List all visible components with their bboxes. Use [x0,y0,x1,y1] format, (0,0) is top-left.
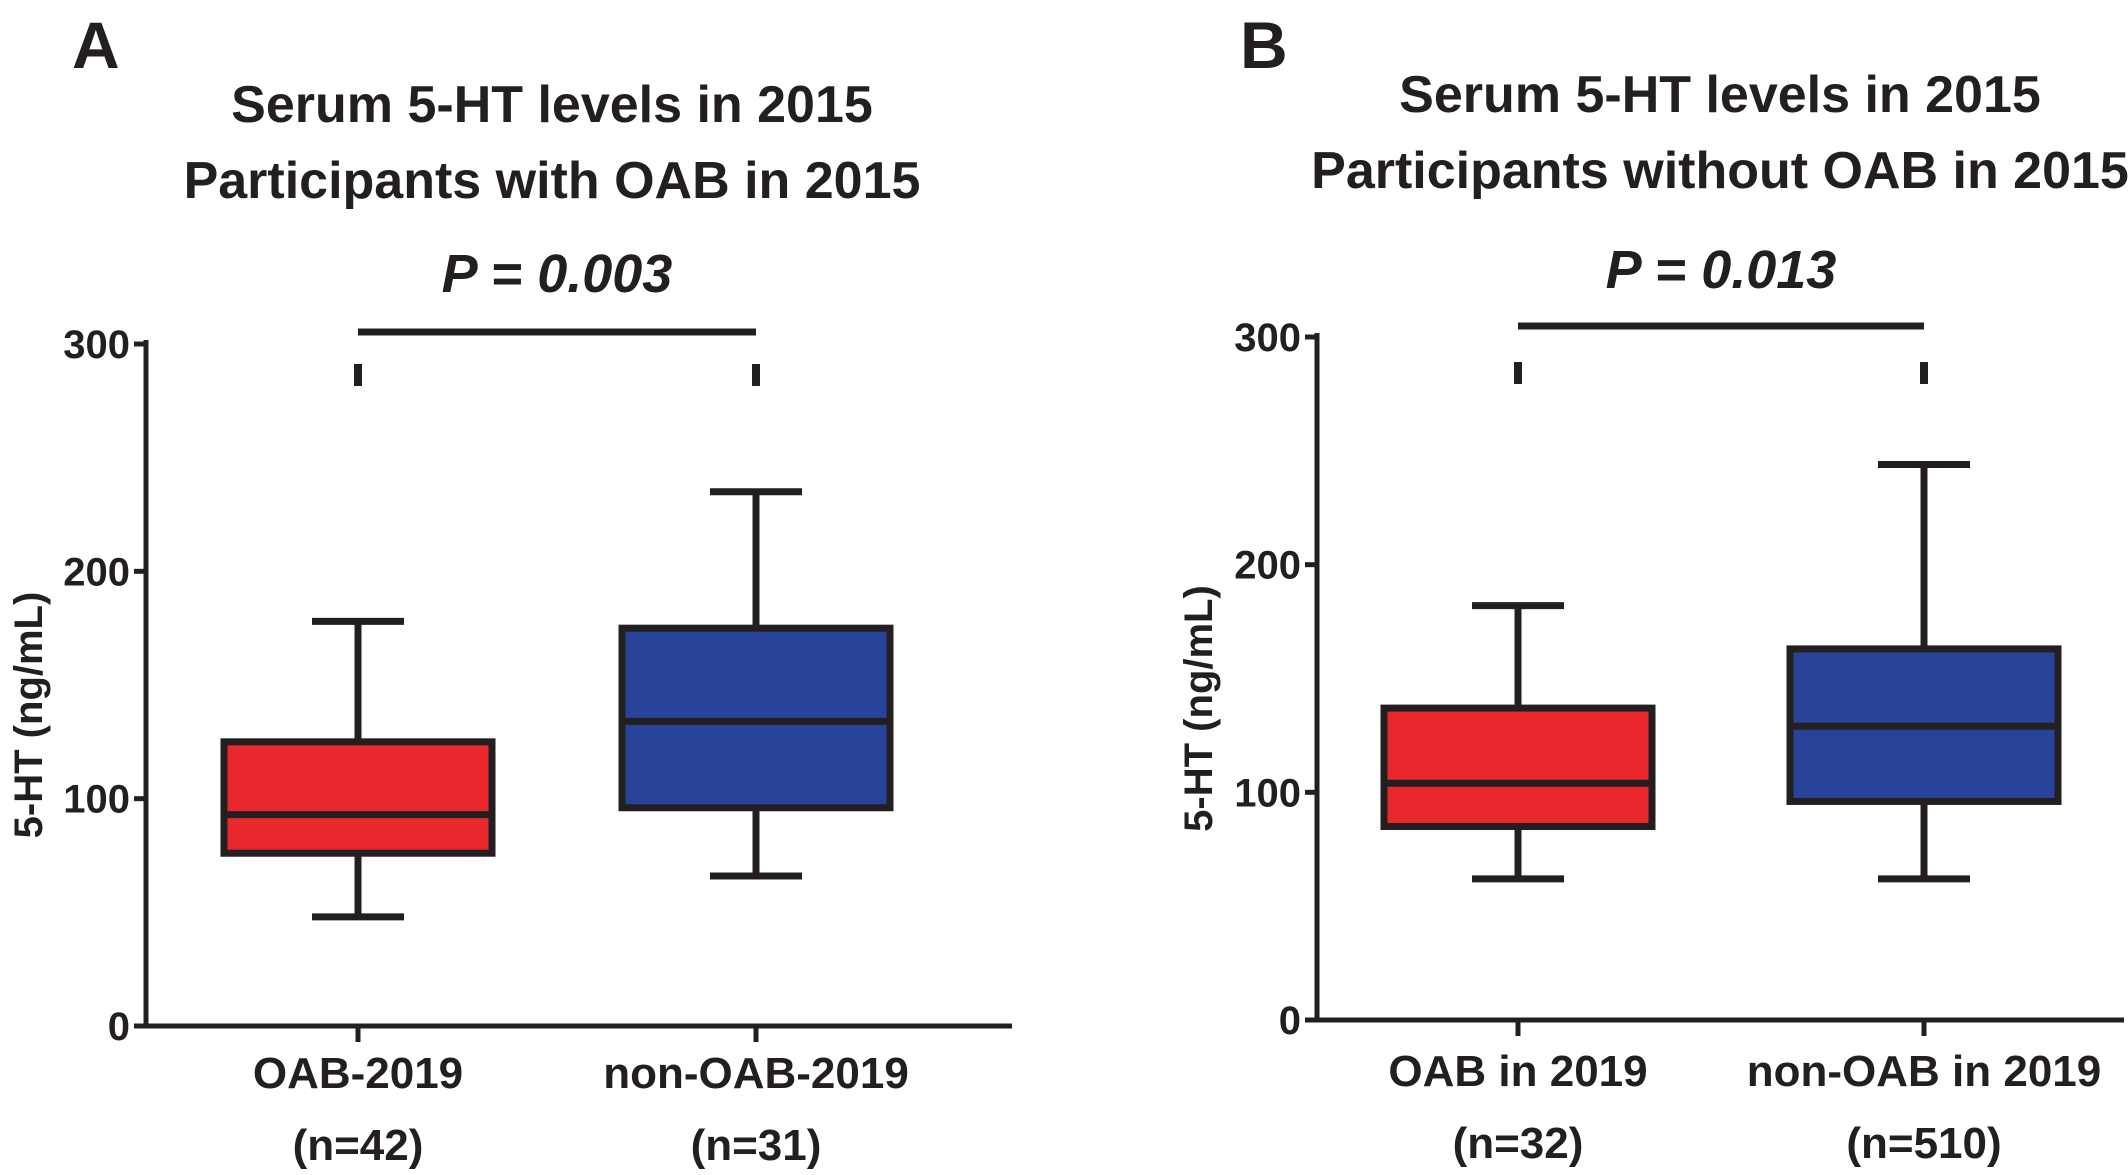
y-tick-label: 0 [1279,999,1301,1043]
chart-title-line-2: Participants without OAB in 2015 [1311,142,2128,200]
x-category-n-label: (n=510) [1846,1119,2001,1168]
box-group-2: non-OAB in 2019 (n=510) [1747,460,2102,1168]
x-category-label: OAB-2019 [253,1049,463,1098]
box-group-1: OAB in 2019 (n=32) [1380,602,1656,1168]
x-category-n-label: (n=42) [293,1121,424,1170]
x-category-label: non-OAB-2019 [603,1049,909,1098]
y-tick-label: 200 [1234,544,1301,588]
y-axis-label: 5-HT (ng/mL) [1177,585,1221,832]
panel-letter: A [72,8,120,82]
y-tick-label: 100 [63,778,130,822]
panel-letter: B [1240,8,1288,82]
panel-a: A Serum 5-HT levels in 2015 Participants w… [7,8,1012,1170]
p-value-label: P = 0.013 [1606,240,1837,300]
chart-title-line-1: Serum 5-HT levels in 2015 [1399,66,2041,124]
y-tick-label: 300 [1234,316,1301,360]
x-category-n-label: (n=31) [691,1121,822,1170]
iqr-box [1380,704,1656,830]
x-category-label: OAB in 2019 [1388,1047,1647,1096]
box-group-1: OAB-2019 (n=42) [220,617,496,1170]
x-category-n-label: (n=32) [1453,1119,1584,1168]
iqr-box [220,738,496,857]
chart-title-line-2: Participants with OAB in 2015 [184,152,921,210]
y-tick-label: 200 [63,550,130,594]
x-category-label: non-OAB in 2019 [1747,1047,2102,1096]
panel-b: B Serum 5-HT levels in 2015 Participants w… [1177,8,2128,1168]
chart-title-line-1: Serum 5-HT levels in 2015 [231,76,873,134]
box-group-2: non-OAB-2019 (n=31) [603,488,909,1170]
y-tick-label: 300 [63,323,130,367]
p-value-label: P = 0.003 [442,244,673,304]
y-axis-label: 5-HT (ng/mL) [7,592,51,839]
y-tick-label: 100 [1234,771,1301,815]
y-tick-label: 0 [108,1005,130,1049]
